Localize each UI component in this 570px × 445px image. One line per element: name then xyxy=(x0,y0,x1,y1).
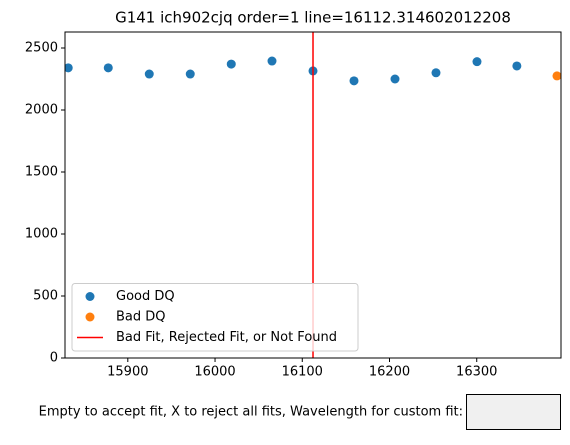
point xyxy=(226,59,236,69)
legend-label: Good DQ xyxy=(116,289,175,304)
legend-label: Bad DQ xyxy=(116,310,166,325)
legend-label: Bad Fit, Rejected Fit, or Not Found xyxy=(116,330,337,345)
legend-marker xyxy=(85,312,95,322)
y-tick-label: 0 xyxy=(50,351,58,366)
point xyxy=(185,69,195,79)
chart-title: G141 ich902cjq order=1 line=16112.314602… xyxy=(115,9,511,27)
point xyxy=(431,68,441,78)
x-tick-label: 16200 xyxy=(369,365,410,380)
y-tick-label: 2500 xyxy=(25,40,58,55)
legend-marker xyxy=(85,292,95,301)
axes-frame xyxy=(64,31,562,359)
textbox-label: Empty to accept fit, X to reject all fit… xyxy=(39,405,463,420)
point xyxy=(103,63,113,73)
y-tick-label: 1500 xyxy=(25,164,58,179)
point xyxy=(472,57,482,67)
point xyxy=(552,71,561,81)
x-tick-label: 16000 xyxy=(194,365,235,380)
point xyxy=(349,76,359,86)
point xyxy=(267,56,277,66)
point xyxy=(512,61,522,71)
point xyxy=(144,69,154,79)
x-tick-label: 16300 xyxy=(456,365,497,380)
wavelength-input[interactable] xyxy=(466,394,561,430)
point xyxy=(65,63,73,73)
x-tick-label: 15900 xyxy=(107,365,148,380)
y-tick-label: 2000 xyxy=(25,102,58,117)
y-tick-label: 1000 xyxy=(25,226,58,241)
legend-box xyxy=(71,283,359,352)
point xyxy=(390,74,400,84)
x-tick-label: 16100 xyxy=(282,365,323,380)
y-tick-label: 500 xyxy=(33,288,58,303)
